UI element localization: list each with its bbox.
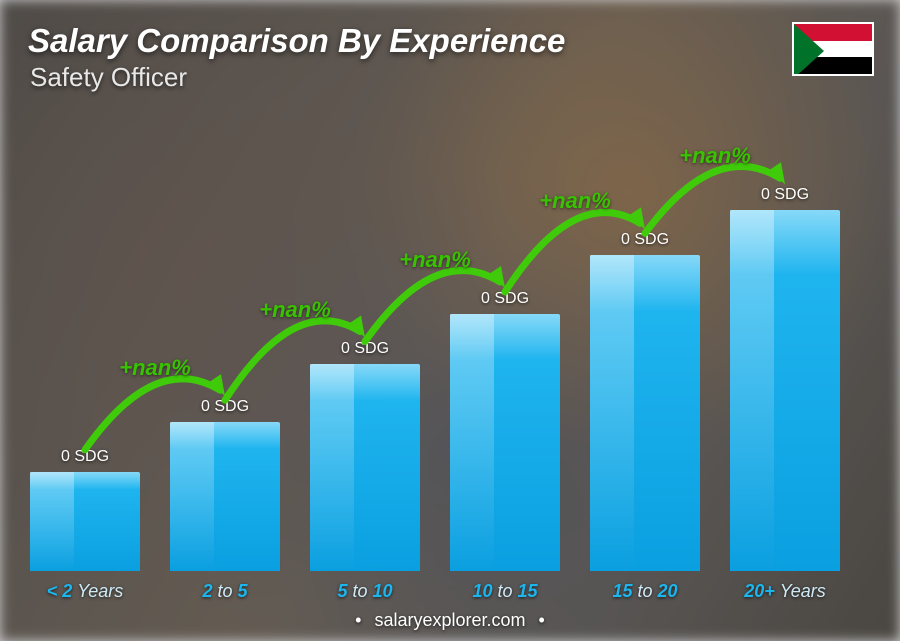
bar: 0 SDG — [170, 422, 280, 571]
footer-bullet-right: • — [539, 610, 545, 630]
bar-wrap: 0 SDG2 to 5 — [170, 120, 280, 571]
bar-wrap: 0 SDG20+ Years — [730, 120, 840, 571]
bar-value-label: 0 SDG — [61, 448, 109, 466]
chart-subtitle: Safety Officer — [30, 62, 187, 93]
bar-category-label: 10 to 15 — [472, 581, 537, 602]
bar-value-label: 0 SDG — [621, 231, 669, 249]
chart-title: Salary Comparison By Experience — [28, 22, 565, 60]
bar: 0 SDG — [310, 364, 420, 571]
bar-value-label: 0 SDG — [481, 290, 529, 308]
bar-value-label: 0 SDG — [761, 186, 809, 204]
bar-wrap: 0 SDG5 to 10 — [310, 120, 420, 571]
bar-category-label: 15 to 20 — [612, 581, 677, 602]
bar-wrap: 0 SDG10 to 15 — [450, 120, 560, 571]
bar-value-label: 0 SDG — [341, 340, 389, 358]
footer: • salaryexplorer.com • — [0, 610, 900, 631]
bar: 0 SDG — [730, 210, 840, 571]
bar-wrap: 0 SDG< 2 Years — [30, 120, 140, 571]
bar-category-label: < 2 Years — [47, 581, 124, 602]
bar: 0 SDG — [450, 314, 560, 571]
footer-site: salaryexplorer.com — [374, 610, 525, 630]
bar: 0 SDG — [590, 255, 700, 571]
chart-stage: Salary Comparison By Experience Safety O… — [0, 0, 900, 641]
bar-value-label: 0 SDG — [201, 398, 249, 416]
country-flag-icon — [792, 22, 874, 76]
footer-bullet-left: • — [355, 610, 361, 630]
flag-triangle — [794, 24, 824, 76]
bar-category-label: 2 to 5 — [202, 581, 247, 602]
bar-category-label: 20+ Years — [744, 581, 826, 602]
bar: 0 SDG — [30, 472, 140, 571]
bar-category-label: 5 to 10 — [337, 581, 392, 602]
bar-chart: 0 SDG< 2 Years0 SDG2 to 50 SDG5 to 100 S… — [30, 120, 840, 571]
bar-wrap: 0 SDG15 to 20 — [590, 120, 700, 571]
